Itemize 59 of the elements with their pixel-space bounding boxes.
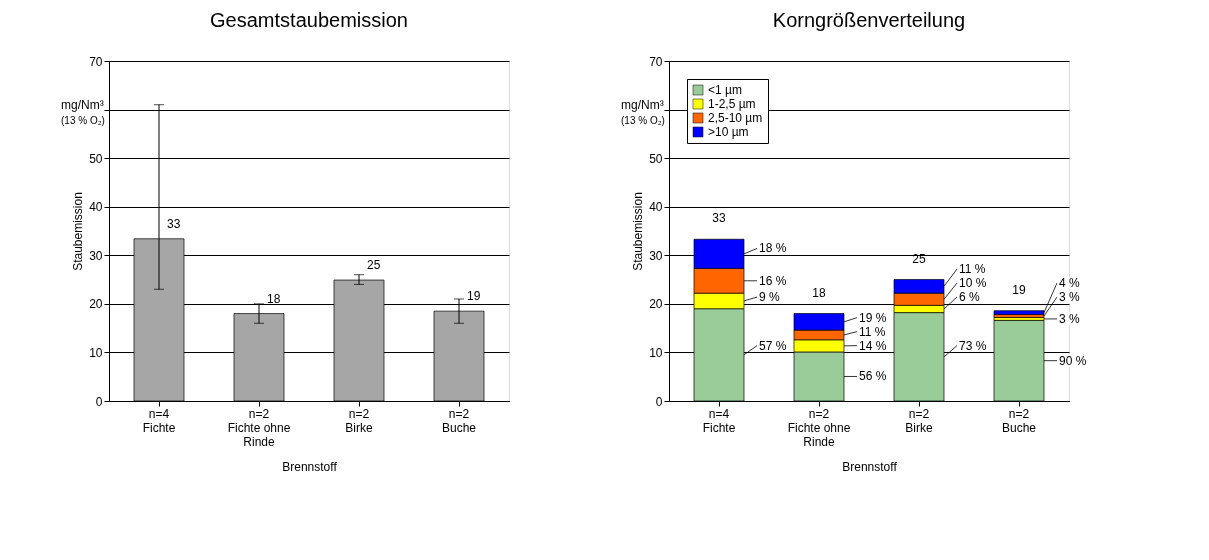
annotation: 90 % [1059, 353, 1087, 368]
annotation: 11 % [859, 324, 886, 339]
annotation: 14 % [859, 338, 887, 353]
annotation: 6 % [959, 290, 981, 305]
text: mg/Nm³ [621, 98, 664, 112]
y-tick-label: 20 [89, 297, 103, 312]
x-tick-label: n=2 Fichte ohne Rinde [787, 406, 851, 449]
annotation: 9 % [759, 290, 781, 305]
data-label: 19 [467, 289, 481, 304]
data-label: 18 [267, 291, 281, 306]
annotation: 11 % [959, 262, 986, 277]
y-tick-label: 10 [89, 345, 103, 360]
annotation: 16 % [759, 273, 787, 288]
x-tick-label: n=2 Birke [345, 406, 373, 435]
chart-title: Korngrößenverteilung [772, 9, 966, 31]
legend-label: 2,5-10 µm [708, 111, 763, 125]
x-tick-label: n=4 Fichte [142, 406, 176, 435]
annotation: 57 % [759, 338, 787, 353]
data-label: 25 [367, 258, 381, 273]
text: mg/Nm³ [61, 98, 104, 112]
annotation: 19 % [859, 310, 887, 325]
total-label: 33 [712, 211, 726, 226]
data-label: 33 [167, 216, 181, 231]
annotation: 56 % [859, 369, 887, 384]
y-tick-label: 70 [89, 54, 103, 69]
legend-label: 1-2,5 µm [708, 97, 756, 111]
x-tick-label: n=2 Buche [441, 406, 477, 435]
y-tick-label: 0 [95, 394, 103, 409]
text: (13 % O₂) [621, 115, 665, 126]
x-tick-label: n=4 Fichte [702, 406, 736, 435]
y-tick-label: 40 [649, 200, 663, 215]
annotation: 3 % [1059, 311, 1081, 326]
x-axis-title: Brennstoff [282, 459, 338, 474]
legend-label: <1 µm [708, 83, 742, 97]
total-label: 19 [1012, 282, 1026, 297]
legend-label: >10 µm [708, 125, 749, 139]
chart-title: Gesamtstaubemission [210, 9, 408, 31]
text: (13 % O₂) [61, 115, 105, 126]
y-axis-title: Staubemission [631, 192, 646, 271]
x-tick-label: n=2 Birke [905, 406, 933, 435]
annotation: 10 % [959, 276, 987, 291]
y-tick-label: 10 [649, 345, 663, 360]
x-tick-label: n=2 Fichte ohne Rinde [227, 406, 291, 449]
annotation: 4 % [1059, 276, 1081, 291]
total-label: 18 [812, 285, 826, 300]
x-axis-title: Brennstoff [842, 459, 898, 474]
y-axis-title: Staubemission [71, 192, 86, 271]
y-tick-label: 50 [89, 151, 103, 166]
annotation: 73 % [959, 338, 987, 353]
x-tick-label: n=2 Buche [1001, 406, 1037, 435]
y-tick-label: 40 [89, 200, 103, 215]
annotation: 3 % [1059, 290, 1081, 305]
y-tick-label: 30 [649, 248, 663, 263]
y-tick-label: 30 [89, 248, 103, 263]
y-tick-label: 50 [649, 151, 663, 166]
y-tick-label: 20 [649, 297, 663, 312]
annotation: 18 % [759, 241, 787, 256]
y-tick-label: 0 [655, 394, 663, 409]
y-tick-label: 70 [649, 54, 663, 69]
